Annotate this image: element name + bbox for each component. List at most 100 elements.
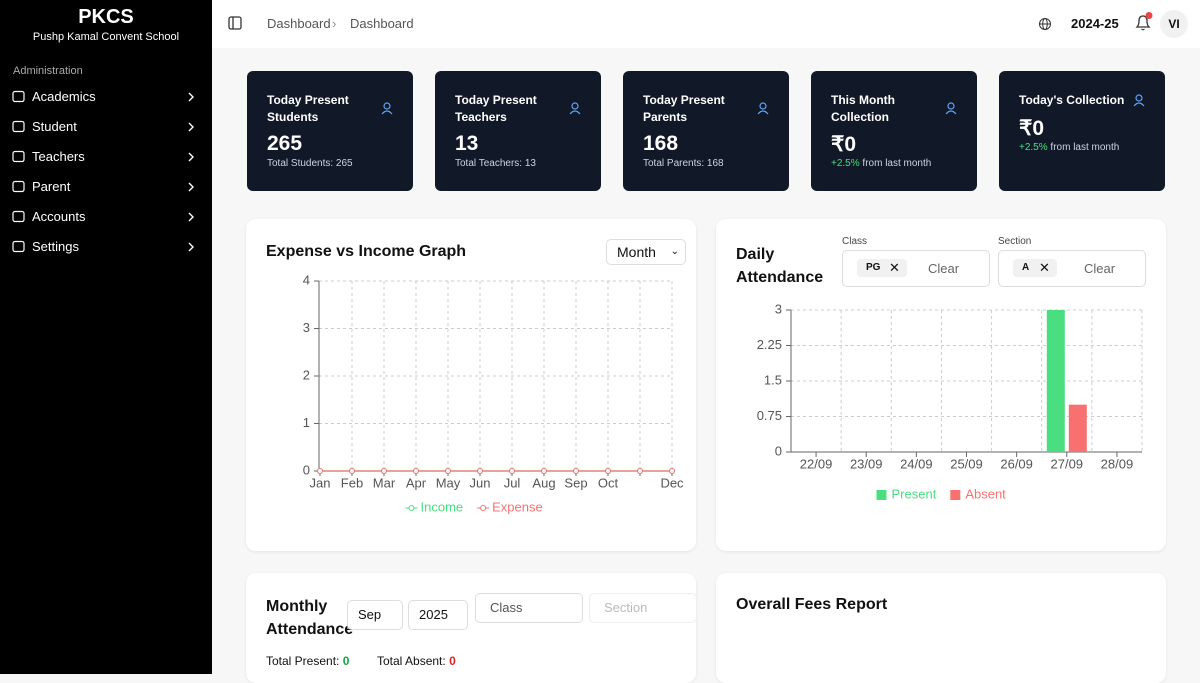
class-select[interactable]: Class <box>475 593 583 623</box>
card-note-text: Total Students: 265 <box>267 158 353 169</box>
card-note-text: from last month <box>1050 142 1120 153</box>
section-select: Section <box>589 593 697 623</box>
card-change: +2.5% <box>1019 142 1048 153</box>
avatar[interactable]: VI <box>1160 10 1188 38</box>
panel-title: Monthly Attendance <box>266 598 354 638</box>
chevron <box>188 122 194 132</box>
card-icon <box>757 102 769 115</box>
chip: A ✕ <box>1013 259 1057 277</box>
session[interactable]: 2024-25 <box>1071 16 1119 31</box>
clear-button[interactable]: Clear <box>1084 261 1116 276</box>
stat-card: Today Present Teachers 13 Total Teachers: … <box>435 71 601 191</box>
stat-card: This Month Collection ₹0 +2.5% from last m… <box>811 71 977 191</box>
expense-panel: Expense vs Income Graph Month ⌄ <box>246 219 696 551</box>
panel-title: Expense vs Income Graph <box>266 243 467 260</box>
menu-icon <box>12 90 25 103</box>
menu-icon <box>12 210 25 223</box>
panel-title: Daily Attendance <box>736 246 824 286</box>
card-icon <box>945 102 957 115</box>
menu-icon <box>12 180 25 193</box>
menu-item[interactable]: Student <box>12 117 198 137</box>
monthly-panel: Monthly Attendance Sep 2025 Class Sectio… <box>246 573 697 683</box>
card-note-text: from last month <box>862 158 932 169</box>
card-title: Today Present Teachers <box>455 93 537 124</box>
menu-item[interactable]: Academics <box>12 87 198 107</box>
value: 0 <box>342 654 350 668</box>
card-title: Today's Collection <box>1019 93 1125 107</box>
filter-label: Section <box>998 236 1032 247</box>
stat-card: Today's Collection ₹0 +2.5% from last mont… <box>999 71 1165 191</box>
card-note: +2.5% from last month <box>831 158 931 169</box>
total-present: Total Present: 0 <box>266 654 349 668</box>
card-change: +2.5% <box>831 158 860 169</box>
section-label: Administration <box>13 65 83 77</box>
card-note: Total Parents: 168 <box>643 158 724 169</box>
chip: PG ✕ <box>857 259 907 277</box>
language-icon[interactable] <box>1038 17 1052 31</box>
chevron <box>188 92 194 102</box>
card-note: +2.5% from last month <box>1019 142 1119 153</box>
chevron <box>188 242 194 252</box>
period-value: Month <box>617 244 656 260</box>
card-note-text: Total Parents: 168 <box>643 158 724 169</box>
menu-item[interactable]: Accounts <box>12 207 198 227</box>
chip-text: A <box>1022 262 1030 273</box>
menu-label: Academics <box>32 89 96 104</box>
sidebar-toggle[interactable] <box>228 16 242 30</box>
attendance-panel: Daily Attendance Class PG ✕ Clear Section… <box>716 219 1166 551</box>
menu-label: Student <box>32 119 77 134</box>
card-title: Today Present Students <box>267 93 349 124</box>
label: Total Present: <box>266 654 340 668</box>
school-name: Pushp Kamal Convent School <box>32 31 180 43</box>
breadcrumb-sep: › <box>332 16 337 31</box>
notifications[interactable] <box>1133 12 1153 32</box>
card-icon <box>1133 94 1145 107</box>
menu-label: Parent <box>32 179 71 194</box>
menu-icon <box>12 150 25 163</box>
chevron <box>188 212 194 222</box>
fees-panel: Overall Fees Report <box>716 573 1166 683</box>
header: Dashboard › Dashboard 2024-25 VI <box>212 0 1200 48</box>
brand: PKCS <box>78 6 134 28</box>
card-note: Total Students: 265 <box>267 158 353 169</box>
chevron <box>188 182 194 192</box>
filter-label: Class <box>842 236 868 247</box>
menu-item[interactable]: Settings <box>12 237 198 257</box>
chevron <box>188 152 194 162</box>
card-title: This Month Collection <box>831 93 895 124</box>
stat-card: Today Present Parents 168 Total Parents: 1… <box>623 71 789 191</box>
panel-title: Overall Fees Report <box>736 596 888 613</box>
card-icon <box>569 102 581 115</box>
month-select[interactable]: Sep <box>347 600 403 630</box>
menu-item[interactable]: Teachers <box>12 147 198 167</box>
card-value: 265 <box>267 132 303 155</box>
stat-card: Today Present Students 265 Total Students:… <box>247 71 413 191</box>
menu-icon <box>12 240 25 253</box>
card-value: ₹0 <box>831 133 857 156</box>
breadcrumb: Dashboard <box>350 16 414 31</box>
class-select[interactable]: PG ✕ Clear <box>842 250 990 287</box>
card-icon <box>381 102 393 115</box>
card-note: Total Teachers: 13 <box>455 158 536 169</box>
menu-icon <box>12 120 25 133</box>
clear-button[interactable]: Clear <box>928 261 960 276</box>
breadcrumb[interactable]: Dashboard <box>267 16 331 31</box>
section-select[interactable]: A ✕ Clear <box>998 250 1146 287</box>
value: 0 <box>449 654 456 668</box>
card-title: Today Present Parents <box>643 93 725 124</box>
total-absent: Total Absent: 0 <box>377 654 456 668</box>
card-value: 168 <box>643 132 679 155</box>
menu-label: Settings <box>32 239 79 254</box>
menu-label: Teachers <box>32 149 85 164</box>
sidebar: PKCS Pushp Kamal Convent School Administ… <box>0 0 212 674</box>
year-select[interactable]: 2025 <box>408 600 468 630</box>
label: Total Absent: <box>377 654 446 668</box>
menu-label: Accounts <box>32 209 86 224</box>
card-value: ₹0 <box>1019 117 1045 140</box>
period-select[interactable]: Month ⌄ <box>606 239 686 265</box>
menu-item[interactable]: Parent <box>12 177 198 197</box>
chip-text: PG <box>866 262 881 273</box>
card-value: 13 <box>455 132 479 155</box>
card-note-text: Total Teachers: 13 <box>455 158 536 169</box>
